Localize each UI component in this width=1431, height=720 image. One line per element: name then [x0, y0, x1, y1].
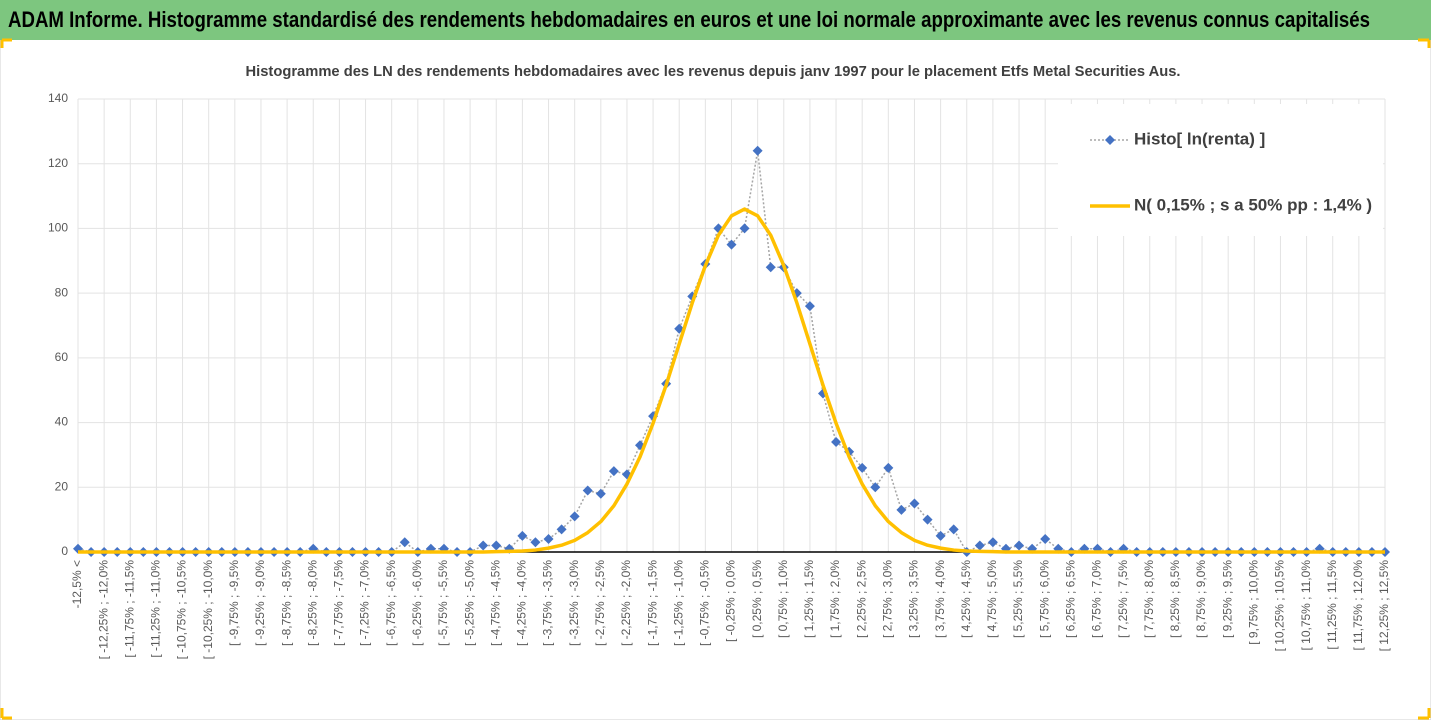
x-tick-label: [ 3,75% ; 4,0% — [933, 560, 947, 638]
data-point — [517, 530, 528, 541]
x-tick-label: [ -4,25% ; -4,0% — [515, 560, 529, 646]
x-tick-label: [ -9,25% ; -9,0% — [253, 560, 267, 646]
data-point — [765, 262, 776, 273]
data-point — [974, 540, 985, 551]
y-tick-label: 80 — [55, 285, 69, 299]
x-tick-label: [ -10,25% ; -10,0% — [201, 560, 215, 660]
x-tick-label: [ 10,25% ; 10,5% — [1273, 560, 1287, 652]
chart-title: Histogramme des LN des rendements hebdom… — [246, 63, 1181, 80]
data-point — [530, 537, 541, 548]
data-point — [739, 223, 750, 234]
x-tick-label: [ -1,25% ; -1,0% — [671, 560, 685, 646]
y-tick-label: 100 — [48, 221, 68, 235]
x-tick-label: [ -1,75% ; -1,5% — [645, 560, 659, 646]
x-tick-label: [ -9,75% ; -9,5% — [227, 560, 241, 646]
x-tick-label: [ -7,75% ; -7,5% — [332, 560, 346, 646]
data-point — [491, 540, 502, 551]
x-tick-label: [ 11,25% ; 11,5% — [1325, 560, 1339, 650]
data-point — [831, 436, 842, 447]
legend-marker — [1105, 135, 1115, 145]
data-point — [726, 239, 737, 250]
header-title: ADAM Informe. Histogramme standardisé de… — [8, 7, 1370, 32]
x-tick-label: [ -0,25% ; 0,0% — [724, 560, 738, 642]
legend-label: Histo[ ln(renta) ] — [1134, 129, 1265, 148]
data-point — [857, 462, 868, 473]
data-point — [608, 466, 619, 477]
corner-marks — [0, 38, 1431, 720]
y-tick-label: 120 — [48, 156, 68, 170]
data-point — [804, 301, 815, 312]
header-bar — [0, 0, 1431, 40]
data-point — [987, 537, 998, 548]
data-point — [922, 514, 933, 525]
data-point — [1014, 540, 1025, 551]
x-tick-label: [ 9,25% ; 9,5% — [1220, 560, 1234, 638]
x-tick-label: [ 8,75% ; 9,0% — [1194, 560, 1208, 638]
x-tick-label: [ 7,75% ; 8,0% — [1142, 560, 1156, 638]
x-tick-label: [ 1,25% ; 1,5% — [802, 560, 816, 638]
x-tick-label: -12,5% < — [70, 560, 84, 608]
data-point — [582, 485, 593, 496]
y-tick-label: 140 — [48, 91, 68, 105]
x-tick-label: [ 6,25% ; 6,5% — [1063, 560, 1077, 638]
x-tick-label: [ 9,75% ; 10,0% — [1246, 560, 1260, 645]
x-tick-label: [ 4,75% ; 5,0% — [985, 560, 999, 638]
x-tick-label: [ 3,25% ; 3,5% — [907, 560, 921, 638]
x-tick-label: [ -4,75% ; -4,5% — [488, 560, 502, 646]
y-tick-label: 0 — [61, 544, 68, 558]
x-tick-label: [ -5,25% ; -5,0% — [462, 560, 476, 646]
y-tick-label: 40 — [55, 415, 69, 429]
x-tick-label: [ 2,25% ; 2,5% — [854, 560, 868, 638]
x-tick-label: [ -8,75% ; -8,5% — [279, 560, 293, 646]
data-point — [569, 511, 580, 522]
x-tick-label: [ -11,25% ; -11,0% — [149, 560, 163, 658]
data-point — [478, 540, 489, 551]
x-tick-label: [ 5,75% ; 6,0% — [1037, 560, 1051, 638]
data-point — [556, 524, 567, 535]
x-tick-label: [ 11,75% ; 12,0% — [1351, 560, 1365, 651]
data-point — [399, 537, 410, 548]
x-tick-label: [ -6,25% ; -6,0% — [410, 560, 424, 646]
x-tick-label: [ 8,25% ; 8,5% — [1168, 560, 1182, 638]
x-tick-label: [ 0,25% ; 0,5% — [750, 560, 764, 638]
data-point — [935, 530, 946, 541]
x-tick-label: [ 0,75% ; 1,0% — [776, 560, 790, 638]
x-tick-label: [ -7,25% ; -7,0% — [358, 560, 372, 646]
x-tick-label: [ 1,75% ; 2,0% — [828, 560, 842, 638]
x-tick-label: [ -12,25% ; -12,0% — [96, 560, 110, 660]
x-tick-label: [ -5,75% ; -5,5% — [436, 560, 450, 646]
data-point — [752, 145, 763, 156]
data-point — [883, 462, 894, 473]
legend-box — [1058, 104, 1383, 236]
x-tick-label: [ 6,75% ; 7,0% — [1090, 560, 1104, 638]
x-tick-label: [ -2,75% ; -2,5% — [593, 560, 607, 646]
x-tick-label: [ -11,75% ; -11,5% — [122, 560, 136, 658]
x-tick-label: [ -6,75% ; -6,5% — [384, 560, 398, 646]
x-tick-label: [ 2,75% ; 3,0% — [881, 560, 895, 638]
series-line — [78, 207, 1385, 554]
x-tick-label: [ 10,75% ; 11,0% — [1299, 560, 1313, 651]
x-tick-label: [ -3,25% ; -3,0% — [567, 560, 581, 646]
data-point — [595, 488, 606, 499]
data-point — [948, 524, 959, 535]
x-tick-label: [ -10,75% ; -10,5% — [175, 560, 189, 660]
x-tick-label: [ -3,75% ; -3,5% — [541, 560, 555, 646]
data-point — [1040, 534, 1051, 545]
x-tick-label: [ -2,25% ; -2,0% — [619, 560, 633, 646]
x-tick-label: [ 12,25% ; 12,5% — [1377, 560, 1391, 652]
x-tick-label: [ 7,25% ; 7,5% — [1116, 560, 1130, 638]
x-tick-label: [ 4,25% ; 4,5% — [959, 560, 973, 638]
data-point — [909, 498, 920, 509]
x-tick-label: [ -0,75% ; -0,5% — [698, 560, 712, 646]
y-tick-label: 60 — [55, 350, 69, 364]
data-point — [896, 504, 907, 515]
y-tick-label: 20 — [55, 479, 69, 493]
x-tick-label: [ 5,25% ; 5,5% — [1011, 560, 1025, 638]
legend-label: N( 0,15% ; s a 50% pp : 1,4% ) — [1134, 195, 1372, 214]
x-tick-label: [ -8,25% ; -8,0% — [305, 560, 319, 646]
data-point — [543, 534, 554, 545]
data-point — [870, 482, 881, 493]
